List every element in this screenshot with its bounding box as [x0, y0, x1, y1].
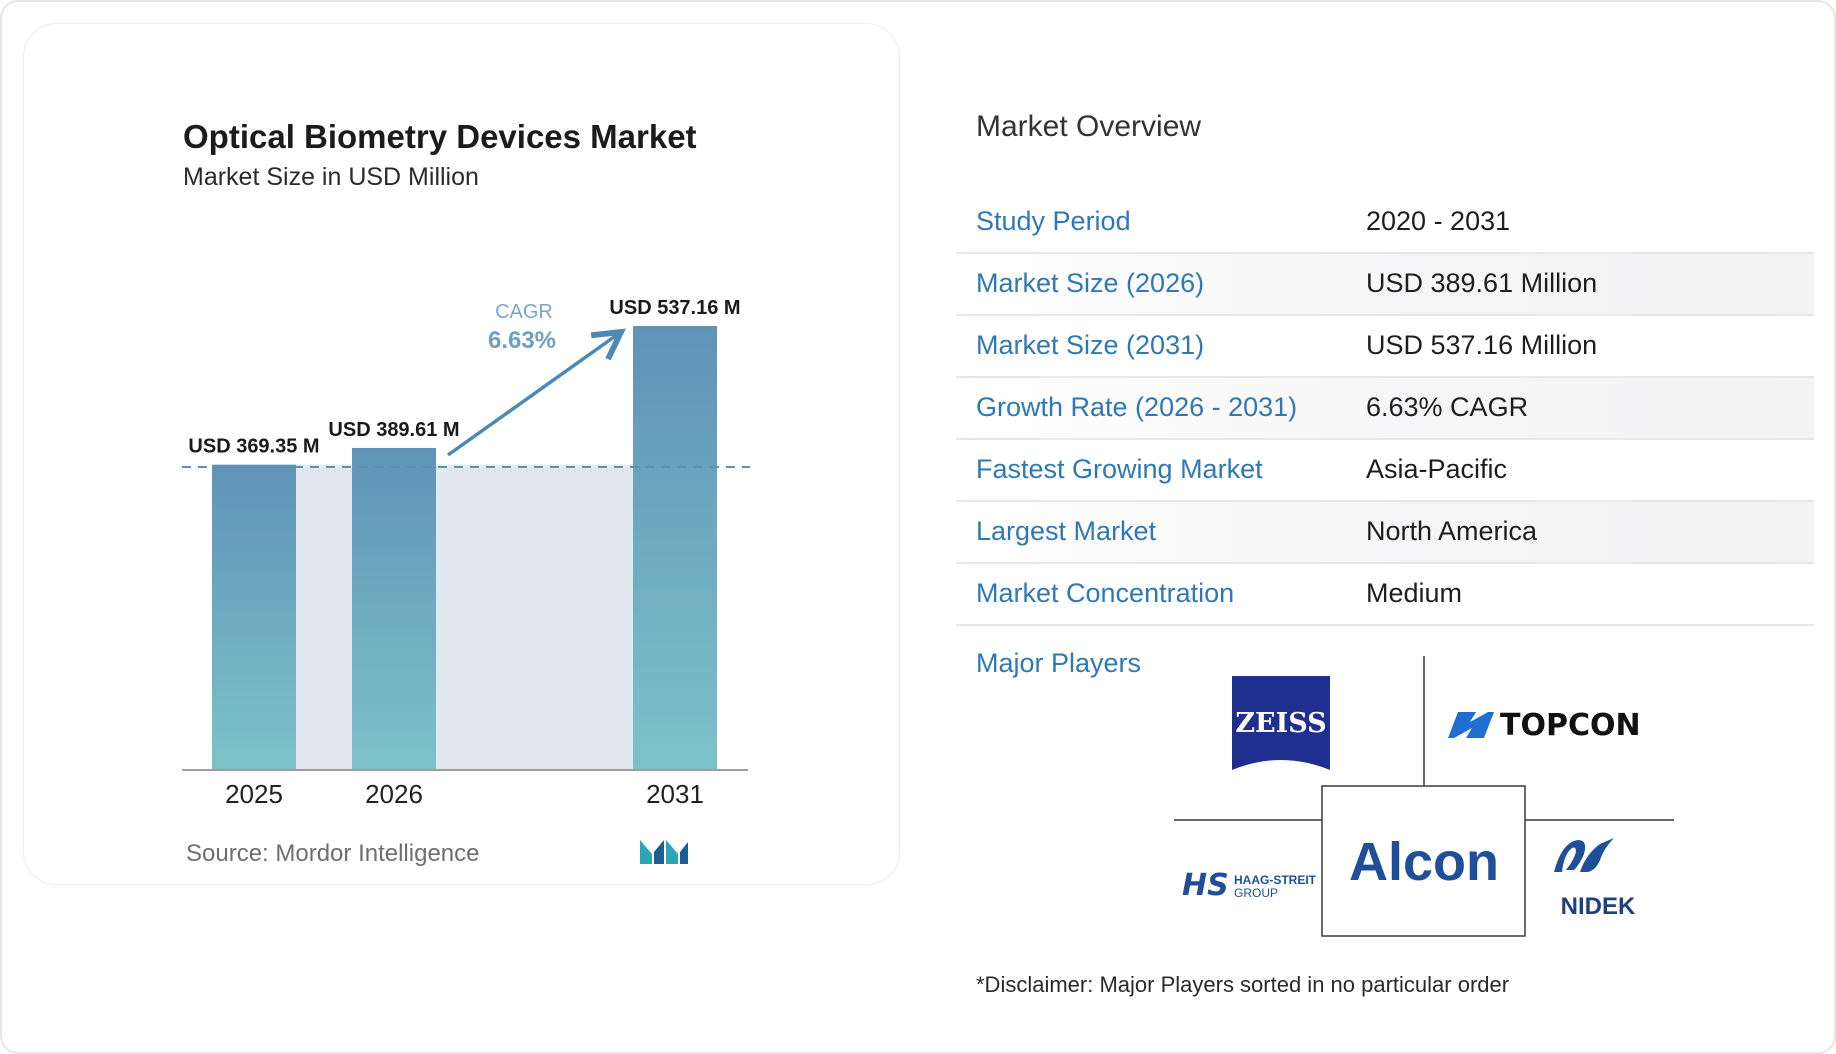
topcon-logo-icon: TOPCON: [1448, 708, 1641, 743]
svg-text:HAAG-STREIT: HAAG-STREIT: [1234, 873, 1317, 887]
chart-title: Optical Biometry Devices Market: [183, 118, 697, 155]
row-value: North America: [1366, 516, 1538, 546]
x-tick-label: 2025: [225, 779, 283, 809]
svg-text:GROUP: GROUP: [1234, 886, 1278, 900]
row-value: USD 537.16 Million: [1366, 330, 1598, 360]
row-label: Fastest Growing Market: [976, 454, 1263, 484]
value-label: USD 537.16 M: [609, 297, 740, 319]
row-label: Market Size (2031): [976, 330, 1205, 360]
bar-2025: [212, 464, 296, 770]
x-tick-label: 2026: [365, 779, 423, 809]
value-label: USD 369.35 M: [188, 436, 319, 458]
mordor-intelligence-logo-icon: [640, 840, 688, 864]
bar-chart: USD 369.35 M 2025 USD 389.61 M 2026 USD 537.…: [182, 297, 750, 809]
haag-streit-logo-icon: HS HAAG-STREIT GROUP: [1182, 868, 1317, 903]
row-value: 6.63% CAGR: [1366, 392, 1529, 422]
cagr-value: 6.63%: [488, 327, 556, 354]
overview-row: Study Period 2020 - 2031: [956, 192, 1814, 254]
overview-row: Market Size (2031) USD 537.16 Million: [956, 316, 1814, 378]
cagr-arrow: [446, 332, 621, 457]
svg-text:Alcon: Alcon: [1349, 832, 1499, 892]
row-label: Growth Rate (2026 - 2031): [976, 392, 1298, 422]
svg-text:ZEISS: ZEISS: [1235, 708, 1326, 739]
row-label: Market Concentration: [976, 578, 1235, 608]
bar-2031: [633, 326, 717, 770]
chart-subtitle: Market Size in USD Million: [183, 163, 479, 191]
value-label: USD 389.61 M: [328, 419, 459, 441]
overview-row: Growth Rate (2026 - 2031) 6.63% CAGR: [956, 378, 1814, 440]
alcon-logo-icon: Alcon: [1349, 832, 1499, 892]
overview-row: Largest Market North America: [956, 502, 1814, 564]
cagr-label: CAGR: [495, 301, 553, 323]
nidek-logo-icon: NIDEK: [1554, 838, 1636, 920]
row-value: 2020 - 2031: [1366, 206, 1511, 236]
row-label: Market Size (2026): [976, 268, 1205, 298]
x-tick-label: 2031: [646, 779, 704, 809]
overview-title: Market Overview: [976, 110, 1202, 143]
zeiss-logo-icon: ZEISS: [1232, 676, 1330, 770]
svg-text:NIDEK: NIDEK: [1561, 893, 1636, 920]
overview-row: Market Size (2026) USD 389.61 Million: [956, 254, 1814, 316]
major-players-logos: ZEISS TOPCON HS HAAG-STREIT GROUP Alcon …: [1174, 656, 1674, 937]
source-note: Source: Mordor Intelligence: [186, 840, 480, 867]
overview-row: Fastest Growing Market Asia-Pacific: [956, 440, 1814, 502]
disclaimer: *Disclaimer: Major Players sorted in no …: [976, 972, 1510, 997]
overview-row: Market Concentration Medium: [956, 564, 1814, 626]
major-players-label: Major Players: [976, 648, 1142, 678]
bar-2026: [352, 447, 436, 770]
row-label: Largest Market: [976, 516, 1157, 546]
row-label: Study Period: [976, 206, 1131, 236]
overview-table: Study Period 2020 - 2031 Market Size (20…: [956, 192, 1814, 626]
row-value: Asia-Pacific: [1366, 454, 1508, 484]
svg-text:HS: HS: [1182, 868, 1229, 903]
svg-text:TOPCON: TOPCON: [1500, 708, 1641, 743]
row-value: USD 389.61 Million: [1366, 268, 1598, 298]
row-value: Medium: [1366, 578, 1463, 608]
